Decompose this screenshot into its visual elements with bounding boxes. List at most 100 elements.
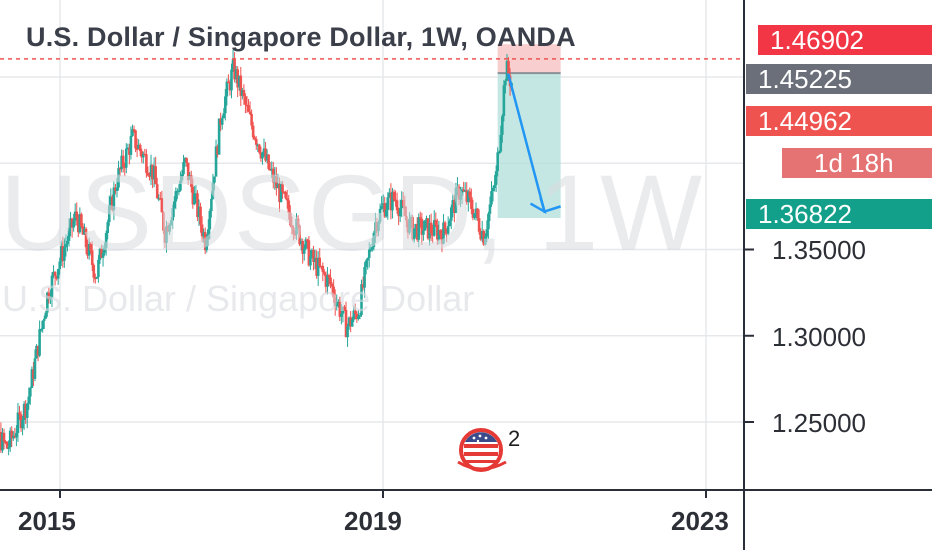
candle-body	[295, 218, 298, 235]
candle-body	[268, 168, 272, 171]
candle-body	[228, 82, 232, 91]
candle-body	[440, 234, 444, 244]
candle-body	[5, 441, 9, 449]
candle-body	[457, 186, 461, 200]
candle-body	[61, 246, 65, 261]
candle-body	[321, 265, 325, 273]
candle-body	[196, 193, 199, 218]
candle-body	[132, 129, 136, 131]
candle-body	[63, 247, 66, 261]
candle-body	[474, 208, 478, 214]
candle-body	[330, 283, 334, 287]
candle-body	[333, 297, 337, 307]
candle-body	[480, 230, 484, 240]
candle-body	[41, 320, 45, 330]
candle-body	[205, 239, 209, 251]
candle-body	[329, 277, 332, 284]
candle-body	[259, 152, 263, 159]
candle-body	[415, 224, 419, 240]
candle-body	[310, 250, 314, 257]
candle-body	[152, 166, 156, 180]
position-zones[interactable]	[497, 44, 561, 219]
candle-body	[332, 286, 335, 298]
candle-body	[210, 198, 213, 212]
candle-series	[0, 49, 513, 456]
candle-body	[324, 274, 328, 287]
candle-body	[484, 236, 487, 245]
candle-body	[115, 187, 119, 192]
candle-body	[372, 232, 376, 248]
candle-body	[383, 203, 387, 217]
candle-body	[25, 403, 29, 418]
candle-body	[111, 196, 114, 211]
candle-body	[183, 158, 187, 163]
candle-body	[465, 190, 469, 202]
candle-body	[169, 220, 173, 226]
candle-body	[50, 275, 54, 298]
candle-body	[471, 208, 475, 218]
candle-body	[208, 211, 212, 230]
candle-body	[95, 276, 99, 279]
entry-price-label: 1.45225	[746, 64, 932, 94]
candle-body	[451, 200, 455, 208]
candle-body	[90, 250, 94, 266]
candle-body	[162, 212, 165, 231]
candle-body	[446, 226, 450, 234]
candle-body	[245, 104, 249, 107]
candle-body	[206, 229, 210, 240]
candle-body	[412, 228, 416, 240]
candle-body	[163, 230, 167, 243]
candle-body	[453, 200, 456, 213]
overlay-drawings[interactable]	[0, 58, 744, 215]
candle-body	[128, 147, 131, 155]
candle-body	[145, 154, 148, 173]
candle-body	[220, 118, 224, 125]
candle-body	[251, 125, 255, 138]
candle-body	[267, 154, 270, 169]
candle-body	[313, 257, 317, 262]
candle-body	[172, 201, 176, 208]
candle-body	[151, 164, 154, 180]
candle-body	[494, 171, 498, 185]
candle-body	[143, 153, 147, 156]
candle-body	[124, 148, 128, 168]
candle-body	[193, 193, 196, 205]
candle-body	[306, 239, 309, 241]
candle-body	[352, 310, 356, 320]
candle-body	[363, 266, 366, 288]
candle-body	[126, 147, 130, 150]
candle-body	[214, 146, 218, 177]
candle-body	[75, 211, 79, 219]
candle-body	[33, 358, 37, 379]
candle-body	[8, 430, 12, 448]
candle-body	[168, 225, 171, 232]
candle-body	[244, 96, 247, 105]
candle-body	[307, 240, 311, 266]
candle-body	[456, 186, 459, 189]
candle-body	[176, 190, 179, 193]
candle-body	[463, 190, 467, 192]
event-badge[interactable]: 2	[456, 426, 522, 472]
candle-body	[73, 211, 77, 221]
candle-body	[261, 152, 264, 159]
candle-body	[354, 310, 357, 314]
candle-body	[488, 204, 492, 214]
candle-body	[11, 435, 15, 439]
candle-body	[312, 250, 315, 262]
candle-body	[49, 297, 52, 300]
candle-body	[388, 192, 391, 198]
candle-body	[67, 227, 71, 241]
candle-body	[53, 271, 57, 277]
candle-body	[148, 175, 151, 177]
candle-body	[58, 261, 62, 270]
candle-body	[87, 243, 91, 256]
candle-body	[213, 176, 216, 183]
candle-body	[403, 206, 407, 217]
candle-body	[391, 191, 394, 211]
candle-body	[2, 432, 6, 442]
candle-body	[414, 224, 417, 229]
candle-body	[16, 412, 20, 433]
candle-body	[247, 105, 250, 112]
candle-body	[299, 240, 303, 245]
